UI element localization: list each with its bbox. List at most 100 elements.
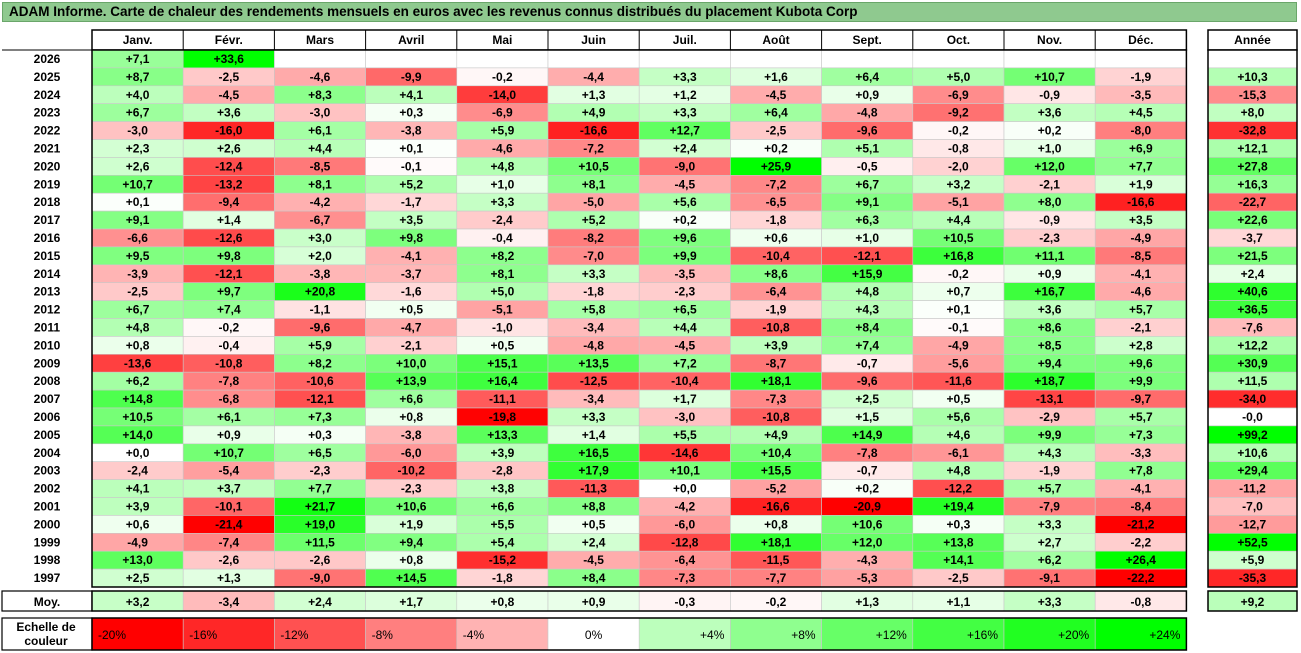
heatmap-cell-value: +0,3 xyxy=(308,428,332,442)
year-label: 2019 xyxy=(34,177,61,191)
heatmap-cell-value: -7,3 xyxy=(674,571,695,585)
year-label: 2005 xyxy=(34,428,61,442)
heatmap-cell-value: +5,6 xyxy=(947,410,971,424)
heatmap-cell-value: +4,0 xyxy=(126,88,150,102)
heatmap-cell-value: -2,2 xyxy=(1130,535,1151,549)
heatmap-cell-value: -9,4 xyxy=(218,195,239,209)
heatmap-cell-value: -0,1 xyxy=(401,159,422,173)
heatmap-cell-value: -6,7 xyxy=(310,213,331,227)
heatmap-cell-value: +3,3 xyxy=(1038,517,1062,531)
year-label: 2004 xyxy=(34,446,61,460)
heatmap-cell-value: +6,6 xyxy=(399,392,423,406)
annual-cell-value: +10,6 xyxy=(1237,446,1268,460)
heatmap-cell-value: -6,9 xyxy=(492,106,513,120)
heatmap-cell-value: +0,5 xyxy=(582,517,606,531)
heatmap-cell-value: +5,2 xyxy=(582,213,606,227)
annual-cell-value: -22,7 xyxy=(1239,195,1267,209)
heatmap-cell-value: +21,7 xyxy=(305,500,336,514)
heatmap-cell-value: +19,0 xyxy=(305,517,336,531)
heatmap-cell-value: -9,2 xyxy=(948,106,969,120)
average-cell-value: +2,4 xyxy=(308,595,332,609)
heatmap-cell-value: -3,0 xyxy=(127,124,148,138)
average-cell-value: +0,8 xyxy=(491,595,515,609)
heatmap-cell-value: -19,8 xyxy=(489,410,517,424)
heatmap-cell-value: -4,1 xyxy=(1130,482,1151,496)
heatmap-cell-value: -4,6 xyxy=(492,142,513,156)
heatmap-cell-value: +9,1 xyxy=(126,213,150,227)
heatmap-cell-value: +12,0 xyxy=(1034,159,1065,173)
heatmap-cell-value: +5,9 xyxy=(491,124,515,138)
annual-cell-value: -15,3 xyxy=(1239,88,1267,102)
heatmap-cell-value: -3,8 xyxy=(310,267,331,281)
heatmap-cell-value: -1,8 xyxy=(766,213,787,227)
heatmap-cell-value: -0,7 xyxy=(857,464,878,478)
heatmap-cell xyxy=(912,49,1005,69)
heatmap-cell-value: +4,5 xyxy=(1129,106,1153,120)
heatmap-cell-value: +5,7 xyxy=(1038,482,1062,496)
heatmap-cell-value: +5,4 xyxy=(491,535,515,549)
heatmap-cell-value: +0,2 xyxy=(764,142,788,156)
heatmap-cell-value: +8,3 xyxy=(308,88,332,102)
heatmap-cell-value: -9,6 xyxy=(857,374,878,388)
month-header-label: Mai xyxy=(492,33,512,47)
heatmap-cell-value: -1,8 xyxy=(583,285,604,299)
heatmap-cell-value: +0,8 xyxy=(399,410,423,424)
heatmap-cell-value: +9,9 xyxy=(673,249,697,263)
heatmap-cell-value: +4,3 xyxy=(1038,446,1062,460)
report-title: ADAM Informe. Carte de chaleur des rende… xyxy=(2,2,1297,22)
heatmap-cell-value: -0,1 xyxy=(948,321,969,335)
heatmap-cell-value: -15,2 xyxy=(489,553,517,567)
heatmap-cell-value: -3,5 xyxy=(1130,88,1151,102)
heatmap-cell-value: -0,5 xyxy=(857,159,878,173)
heatmap-cell-value: +13,3 xyxy=(487,428,518,442)
heatmap-cell-value: -0,7 xyxy=(857,356,878,370)
heatmap-cell-value: -9,9 xyxy=(401,70,422,84)
heatmap-cell-value: +0,0 xyxy=(126,446,150,460)
annual-cell-value: -34,0 xyxy=(1239,392,1267,406)
annual-cell-value: -3,7 xyxy=(1242,231,1263,245)
heatmap-cell-value: +3,5 xyxy=(1129,213,1153,227)
average-cell-value: -3,4 xyxy=(218,595,239,609)
heatmap-cell-value: +7,4 xyxy=(217,303,241,317)
heatmap-cell-value: -4,3 xyxy=(857,553,878,567)
heatmap-cell-value: +0,6 xyxy=(126,517,150,531)
heatmap-cell xyxy=(638,49,731,69)
heatmap-cell-value: +10,5 xyxy=(578,159,609,173)
year-label: 2018 xyxy=(34,195,61,209)
average-cell-value: +1,3 xyxy=(855,595,879,609)
heatmap-cell-value: +14,1 xyxy=(943,553,974,567)
heatmap-cell-value: -1,9 xyxy=(766,303,787,317)
month-header-label: Janv. xyxy=(123,33,153,47)
heatmap-cell-value: +2,5 xyxy=(126,571,150,585)
heatmap-cell xyxy=(730,49,822,69)
year-label: 2022 xyxy=(34,124,61,138)
heatmap-cell-value: -1,0 xyxy=(492,321,513,335)
heatmap-cell-value: +0,7 xyxy=(947,285,971,299)
heatmap-cell xyxy=(1094,49,1187,69)
heatmap-cell-value: -2,5 xyxy=(766,124,787,138)
heatmap-cell-value: +10,5 xyxy=(943,231,974,245)
heatmap-cell-value: -12,4 xyxy=(215,159,243,173)
heatmap-cell xyxy=(274,49,366,69)
heatmap-cell-value: +12,0 xyxy=(852,535,883,549)
heatmap-cell-value: +14,9 xyxy=(852,428,883,442)
heatmap-cell-value: +1,7 xyxy=(673,392,697,406)
heatmap-cell-value: -6,4 xyxy=(674,553,695,567)
heatmap-cell-value: +0,9 xyxy=(1038,267,1062,281)
year-label: 1999 xyxy=(34,535,61,549)
heatmap-cell-value: +14,8 xyxy=(122,392,153,406)
scale-swatch-label: -12% xyxy=(280,628,308,642)
annual-cell-value: -35,3 xyxy=(1239,571,1267,585)
heatmap-cell-value: -9,6 xyxy=(310,321,331,335)
heatmap-cell-value: +6,4 xyxy=(764,106,788,120)
heatmap-cell-value: +6,7 xyxy=(126,106,150,120)
heatmap-cell-value: +1,3 xyxy=(217,571,241,585)
heatmap-cell-value: +1,2 xyxy=(673,88,697,102)
heatmap-cell-value: -3,3 xyxy=(1130,446,1151,460)
annual-cell-value: +16,3 xyxy=(1237,177,1268,191)
heatmap-cell-value: -12,1 xyxy=(215,267,243,281)
scale-swatch xyxy=(821,617,914,651)
heatmap-cell xyxy=(456,49,549,69)
month-header-label: Juil. xyxy=(673,33,697,47)
heatmap-cell-value: +3,3 xyxy=(582,410,606,424)
